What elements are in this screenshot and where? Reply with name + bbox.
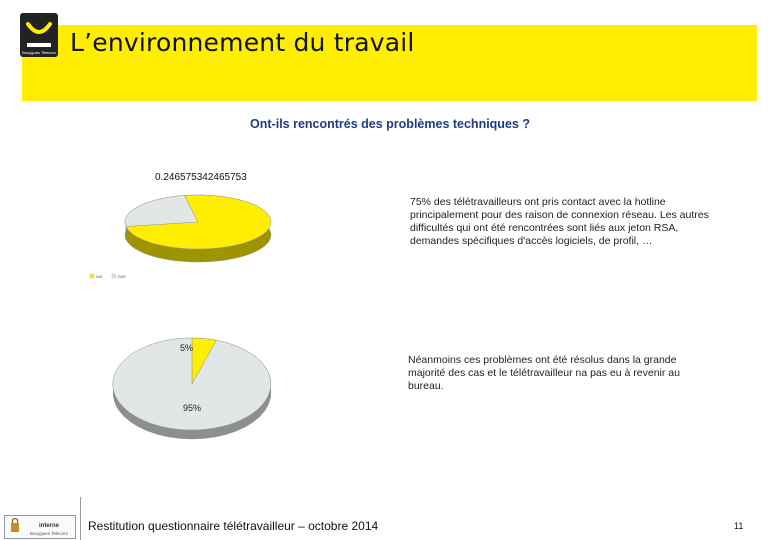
comment-resolved: Néanmoins ces problèmes ont été résolus …	[408, 354, 680, 392]
pie2-label-1: 95%	[183, 403, 201, 413]
legend-swatch-0	[89, 273, 95, 279]
pie1-data-label: 0.246575342465753	[155, 172, 247, 183]
pie-slice-1	[112, 337, 271, 431]
legend-label-1: non	[118, 274, 126, 279]
pie-chart-resolved: 5% 95%	[112, 337, 272, 440]
chart-title: Ont-ils rencontrés des problèmes techniq…	[250, 117, 530, 131]
company-logo: Bouygues Telecom	[20, 13, 58, 57]
pie-chart-hotline: 0.246575342465753 oui non	[89, 172, 272, 279]
pie-slice-0	[125, 194, 272, 250]
footer-divider	[80, 497, 81, 540]
footer-title: Restitution questionnaire télétravailleu…	[88, 519, 379, 533]
classification-badge: interne Bouygues Telecom	[4, 515, 76, 539]
badge-sublabel: Bouygues Telecom	[30, 531, 68, 536]
pie-slice-1	[124, 195, 199, 227]
legend-label-0: oui	[96, 274, 102, 279]
pie2-label-0: 5%	[180, 343, 193, 353]
lock-icon	[11, 523, 19, 532]
badge-label: interne	[39, 523, 60, 529]
page-number: 11	[734, 521, 744, 531]
legend-swatch-1	[111, 273, 117, 279]
page-title: L’environnement du travail	[70, 28, 415, 57]
header-band	[22, 25, 757, 101]
logo-text: Bouygues Telecom	[22, 50, 56, 55]
comment-hotline: 75% des télétravailleurs ont pris contac…	[410, 196, 709, 247]
